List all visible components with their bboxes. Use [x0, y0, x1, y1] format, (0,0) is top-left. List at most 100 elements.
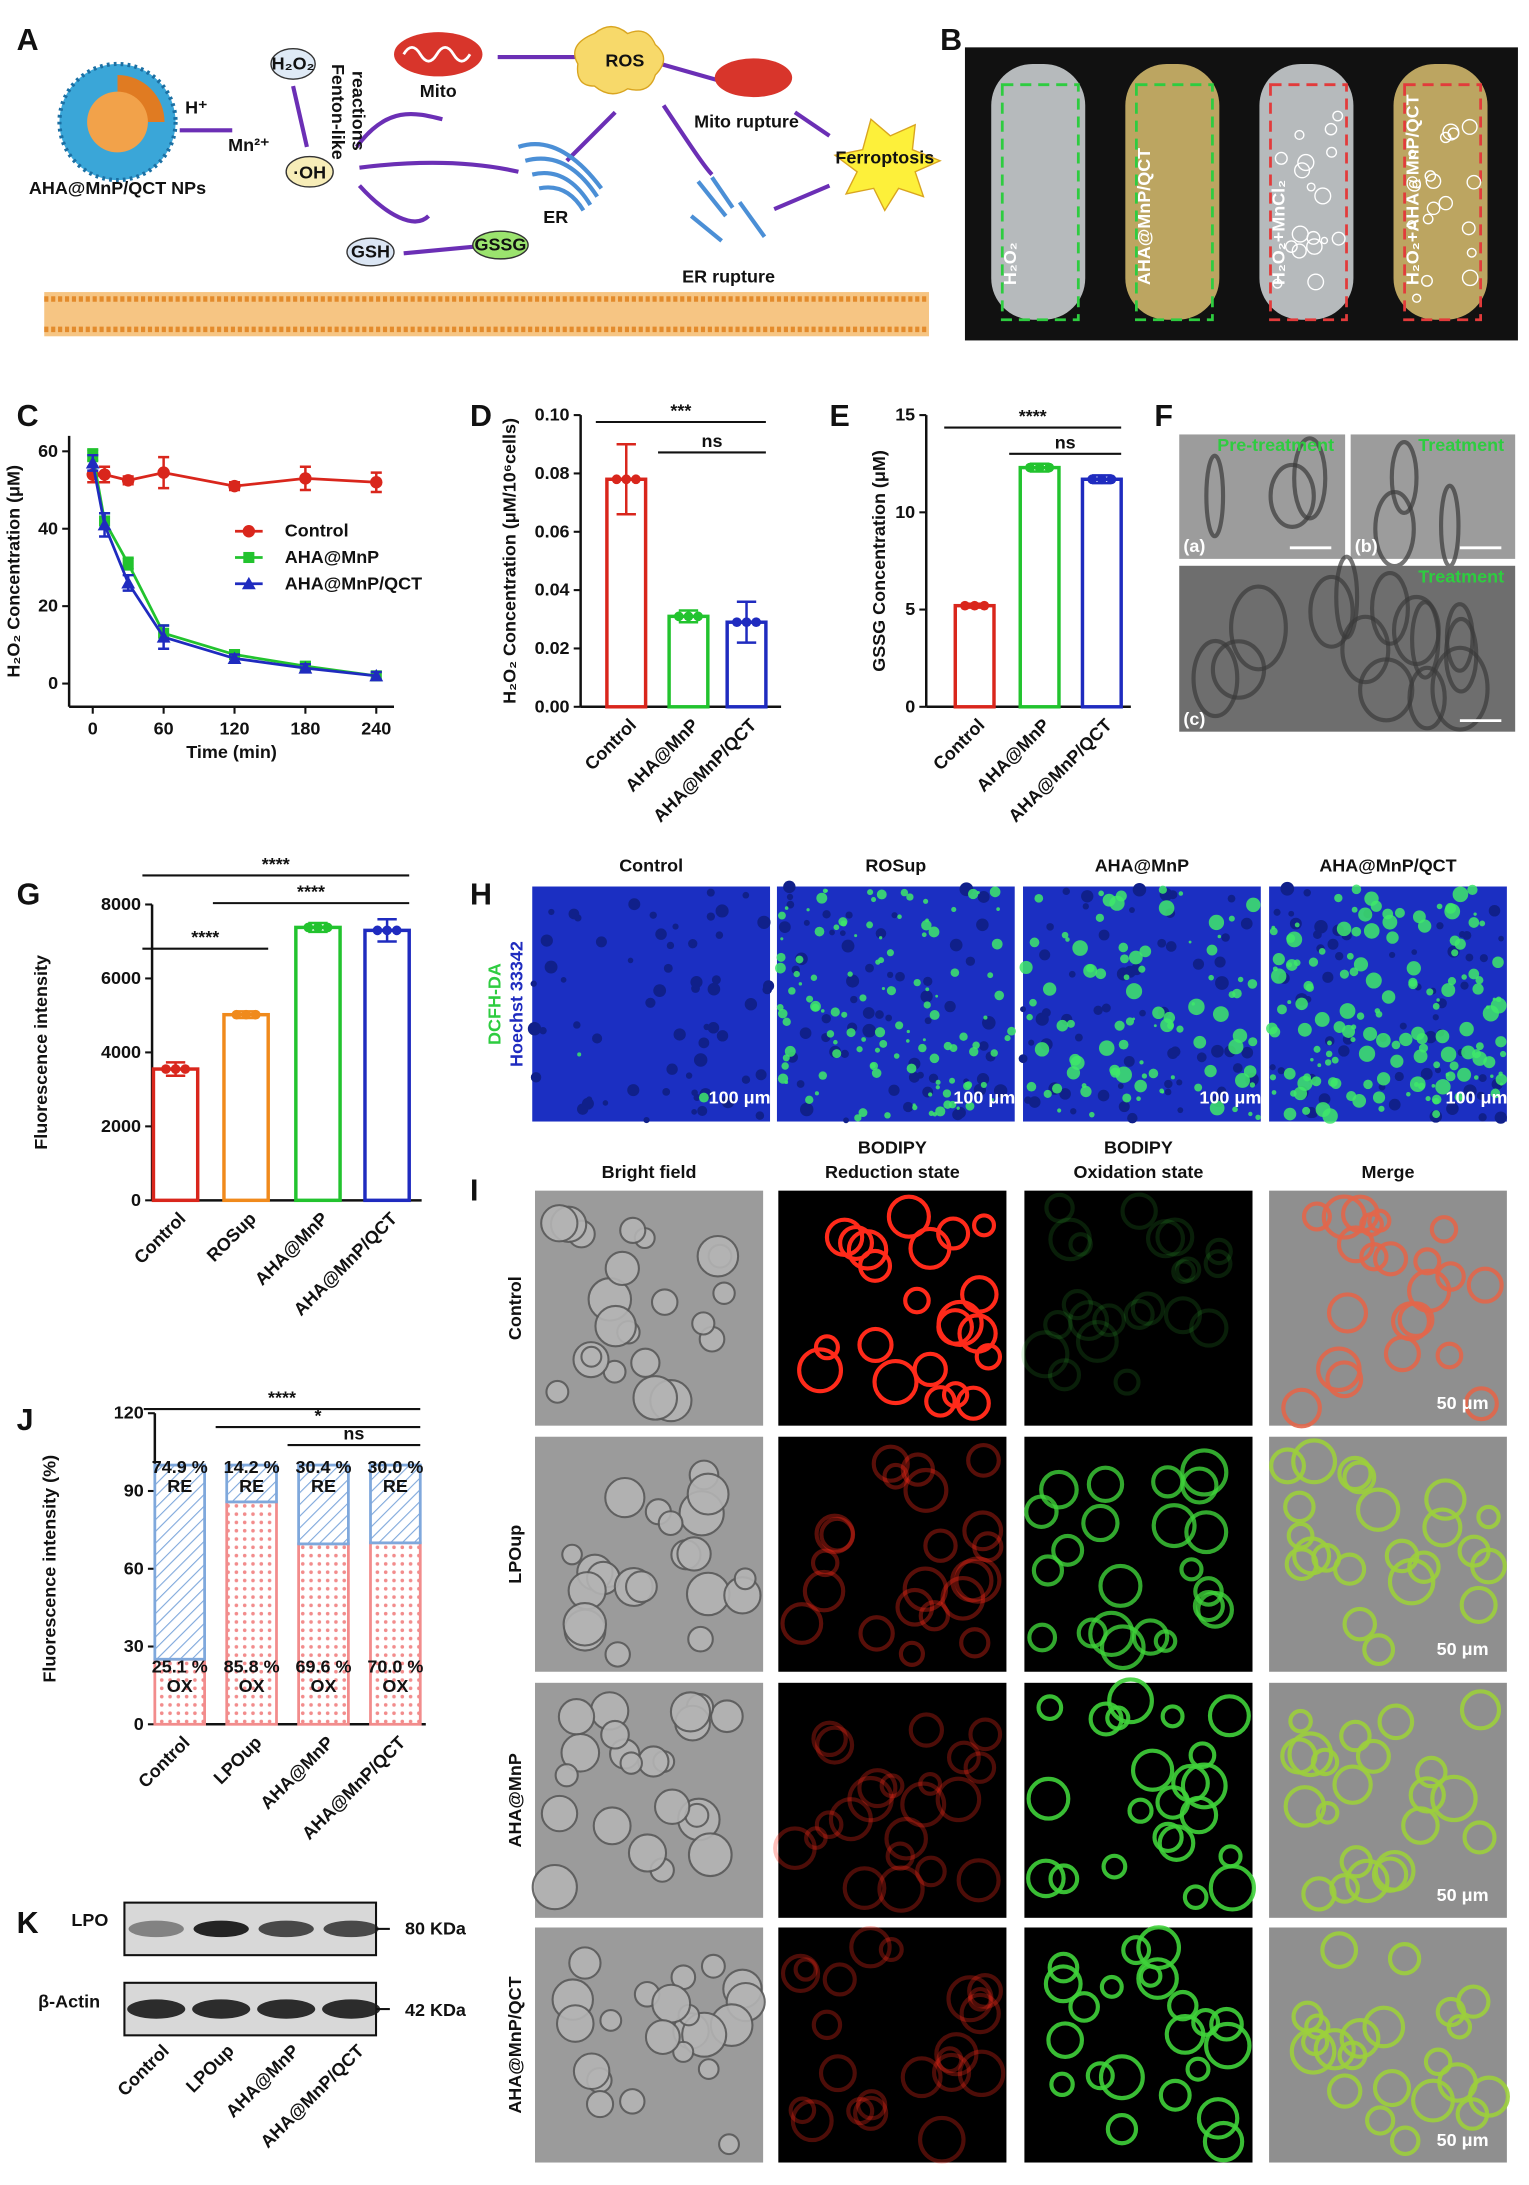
nucleus [653, 984, 667, 998]
dcf-signal [1148, 1068, 1159, 1079]
cell [1467, 2075, 1510, 2118]
dcf-signal [1153, 1024, 1157, 1028]
cell [1123, 1298, 1155, 1330]
nucleus [573, 1021, 581, 1029]
cell [1301, 1876, 1337, 1912]
nucleus [846, 974, 860, 988]
nucleus [1192, 958, 1205, 970]
dcf-signal [878, 957, 885, 964]
cell [1075, 1320, 1119, 1363]
cell [1046, 2021, 1084, 2060]
dcf-signal [1134, 1079, 1147, 1093]
cell [967, 1986, 993, 2012]
cell [1171, 1763, 1210, 1803]
label: ·OH [293, 163, 326, 183]
nucleus [1338, 1045, 1350, 1057]
cell [1130, 1748, 1175, 1792]
dcf-signal [1374, 1008, 1381, 1014]
dcf-signal [1475, 1042, 1484, 1051]
marker [121, 474, 135, 487]
dcf-signal [1452, 886, 1469, 903]
cell [1466, 1266, 1504, 1304]
cell [946, 1740, 981, 1775]
point [250, 1009, 261, 1020]
nucleus [1488, 904, 1501, 917]
nucleus [1211, 1044, 1224, 1058]
value-label: 25.1 % [152, 1656, 208, 1676]
dcf-signal [1339, 969, 1349, 979]
label: LPOup [505, 1525, 525, 1584]
nucleus [1127, 1112, 1138, 1124]
cell [966, 1443, 1001, 1478]
cell [572, 2052, 611, 2091]
nucleus [799, 1027, 812, 1039]
nucleus [1157, 938, 1167, 948]
dcf-signal [866, 921, 874, 929]
cell [651, 1983, 692, 2024]
cell [1131, 1618, 1170, 1656]
cell [773, 1826, 817, 1870]
bubble [1461, 221, 1476, 236]
y-axis-label: H₂O₂ Concentration (μM) [3, 465, 23, 678]
dcf-signal [858, 1108, 868, 1118]
dcf-signal [1358, 1045, 1376, 1062]
nucleus [1241, 1046, 1254, 1059]
label: Mito rupture [694, 112, 799, 132]
dcf-signal [1495, 996, 1502, 1003]
dcf-signal [921, 920, 932, 931]
dcf-signal [928, 1092, 933, 1097]
nucleus [908, 1071, 920, 1083]
nucleus [1221, 933, 1230, 942]
cell [619, 1216, 647, 1244]
significance-label: **** [268, 1388, 296, 1408]
dcf-signal [1490, 997, 1507, 1014]
nucleus [1028, 1039, 1035, 1046]
nucleus [716, 1030, 729, 1042]
cell [1105, 1705, 1131, 1731]
dcf-signal [932, 1112, 938, 1117]
label: Treatment [1418, 435, 1504, 455]
point [683, 611, 694, 622]
nucleus [707, 1022, 720, 1034]
dcf-signal [1376, 1032, 1391, 1048]
nucleus [1478, 1074, 1487, 1083]
point [621, 474, 632, 485]
dcf-signal [811, 1003, 820, 1012]
marker [241, 576, 256, 590]
x-tick-label: 60 [154, 718, 174, 738]
cell [687, 1832, 733, 1878]
label: AHA@MnP [505, 1753, 525, 1847]
nucleus [721, 1095, 735, 1109]
nucleus [1097, 1089, 1110, 1102]
label: ROS [605, 51, 644, 71]
dcf-signal [1349, 967, 1359, 977]
cell [811, 2009, 843, 2041]
nucleus [924, 1017, 932, 1025]
nucleus [902, 1101, 914, 1113]
nucleus [715, 904, 729, 918]
significance-label: **** [191, 927, 219, 947]
nucleus [1432, 1014, 1439, 1021]
dcf-signal [1139, 1060, 1144, 1065]
dcf-signal [1098, 890, 1104, 897]
y-tick-label: 0.10 [535, 405, 570, 425]
nucleus [1129, 907, 1135, 913]
dcf-signal [1447, 977, 1457, 986]
cell [793, 1957, 818, 1982]
segment-label: OX [239, 1676, 265, 1696]
cell [959, 1992, 1001, 2035]
dcf-signal [929, 1010, 940, 1020]
nucleus [1494, 1111, 1507, 1124]
y-tick-label: 0 [48, 673, 58, 693]
nucleus [1314, 919, 1328, 934]
dcf-signal [913, 978, 921, 987]
cell [1288, 1708, 1313, 1734]
label: 100 μm [709, 1088, 771, 1108]
dcf-signal [861, 1037, 867, 1042]
dcf-signal [1052, 1083, 1063, 1094]
dcf-signal [1406, 1091, 1411, 1097]
cell [1362, 1633, 1396, 1666]
dcf-signal [1297, 1022, 1312, 1037]
bubble [1438, 195, 1454, 211]
marker [298, 661, 313, 674]
